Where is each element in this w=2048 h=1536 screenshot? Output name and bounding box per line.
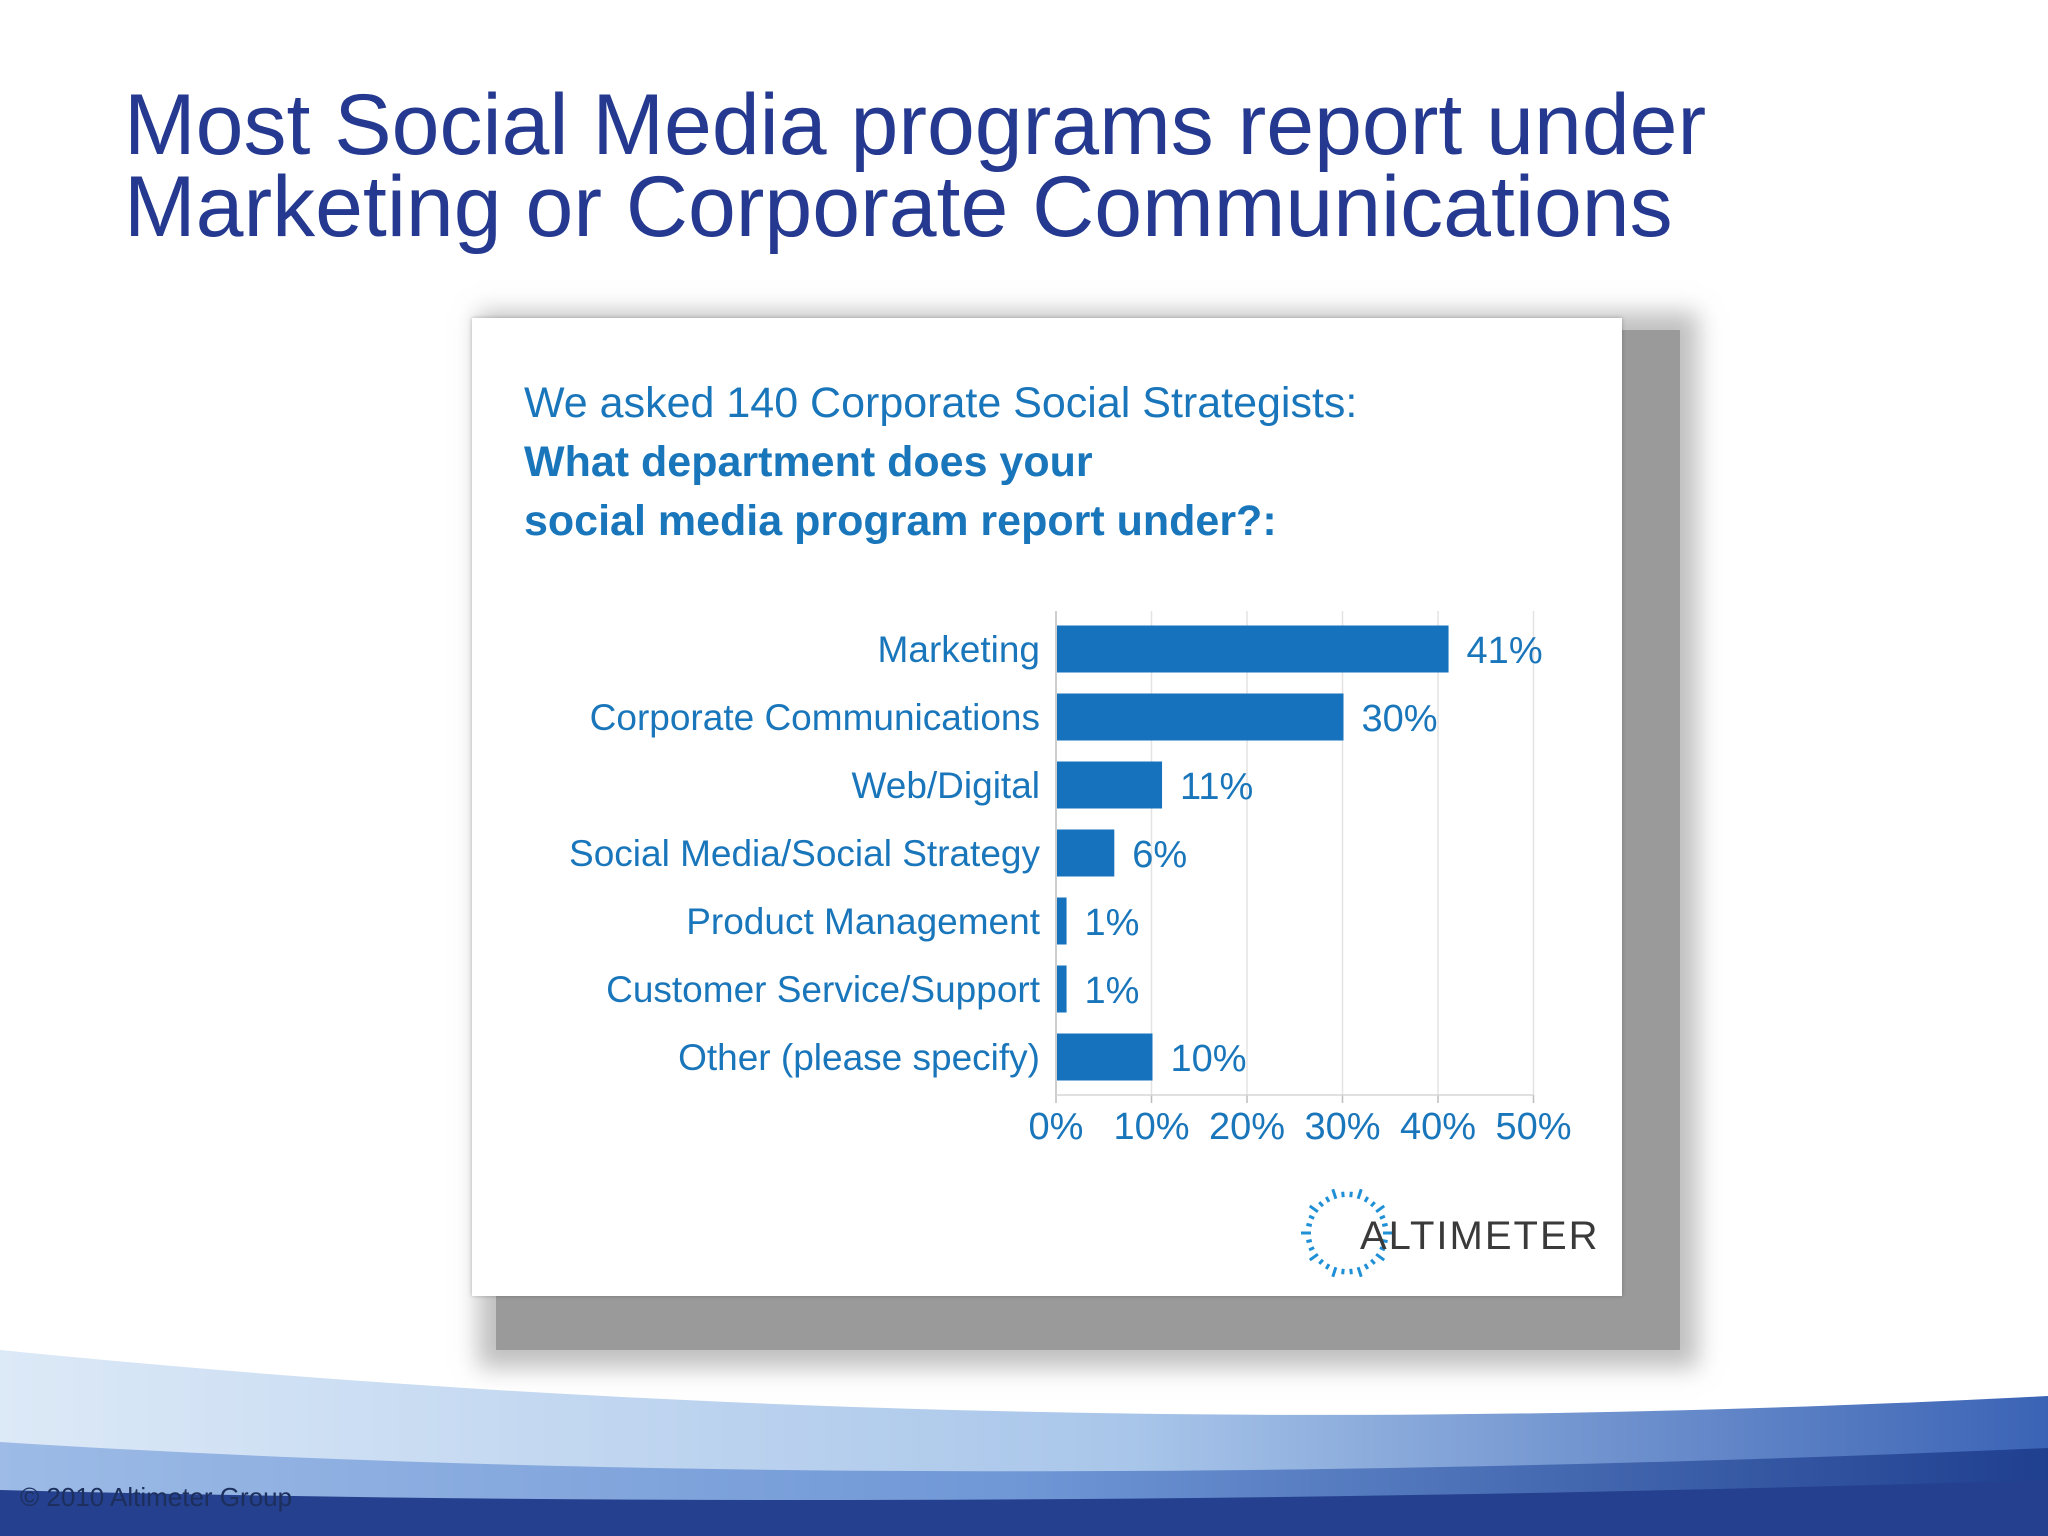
logo-ring-dash: [1331, 1188, 1338, 1200]
logo-ring-dash: [1306, 1222, 1313, 1227]
question-line-1: What department does your: [524, 438, 1093, 486]
logo-ring-dash: [1369, 1201, 1376, 1208]
value-label: 11%: [1180, 766, 1253, 808]
x-tick-label: 40%: [1400, 1106, 1476, 1148]
logo-ring-dash: [1356, 1266, 1363, 1278]
slide-title-line-2: Marketing or Corporate Communications: [124, 159, 1673, 255]
bar: [1057, 761, 1163, 809]
logo-ring-dash: [1324, 1196, 1331, 1203]
logo-ring-dash: [1356, 1188, 1363, 1200]
logo-text: ALTIMETER: [1360, 1214, 1600, 1258]
logo-ring-dash: [1306, 1239, 1313, 1244]
slide-title-line-1: Most Social Media programs report under: [124, 77, 1707, 173]
bar: [1057, 897, 1067, 945]
category-label: Other (please specify): [678, 1037, 1040, 1078]
value-label: 6%: [1132, 834, 1187, 876]
logo-ring-dash: [1308, 1246, 1315, 1252]
logo-ring-dash: [1324, 1263, 1331, 1270]
logo-ring-dash: [1381, 1239, 1388, 1244]
logo-ring-dash: [1381, 1222, 1388, 1227]
logo-ring-dash: [1379, 1246, 1386, 1252]
logo-ring-dash: [1318, 1258, 1325, 1265]
logo-ring-dash: [1308, 1252, 1319, 1262]
altimeter-logo: ALTIMETER: [1292, 1178, 1612, 1288]
bar: [1057, 965, 1067, 1013]
survey-question: We asked 140 Corporate Social Strategist…: [524, 374, 1584, 551]
logo-ring-dash: [1375, 1252, 1386, 1262]
logo-ring-dash: [1341, 1191, 1345, 1198]
logo-ring-dash: [1363, 1263, 1370, 1270]
x-tick-label: 30%: [1304, 1106, 1380, 1148]
bar: [1057, 1033, 1153, 1081]
logo-ring-dash: [1379, 1214, 1386, 1220]
chart-card: We asked 140 Corporate Social Strategist…: [472, 318, 1622, 1296]
logo-ring-dash: [1375, 1204, 1386, 1214]
value-label: 30%: [1362, 698, 1438, 740]
x-tick-label: 10%: [1113, 1106, 1189, 1148]
logo-ring-dash: [1363, 1196, 1370, 1203]
logo-ring-dash: [1308, 1204, 1319, 1214]
bar-chart: 0% 10% 20% 30% 40% 50% Marketing 41% Corporate C…: [569, 611, 1572, 1148]
category-label: Web/Digital: [851, 765, 1040, 806]
category-label: Marketing: [878, 629, 1040, 670]
category-label: Product Management: [686, 901, 1040, 942]
bar: [1057, 693, 1344, 741]
question-intro: We asked 140 Corporate Social Strategist…: [524, 379, 1358, 427]
logo-ring-dash: [1331, 1266, 1338, 1278]
slide-title: Most Social Media programs report under …: [124, 77, 1984, 255]
logo-ring-dash: [1318, 1201, 1325, 1208]
logo-ring-dash: [1308, 1214, 1315, 1220]
value-label: 41%: [1467, 630, 1543, 672]
altimeter-ring-icon: [1301, 1188, 1393, 1278]
bar: [1057, 829, 1115, 877]
category-label: Customer Service/Support: [606, 969, 1041, 1010]
x-tick-label: 20%: [1209, 1106, 1285, 1148]
x-tick-label: 0%: [1029, 1106, 1084, 1148]
value-label: 1%: [1085, 902, 1140, 944]
copyright-text: © 2010 Altimeter Group: [20, 1482, 293, 1512]
logo-ring-dash: [1349, 1191, 1353, 1198]
logo-ring-dash: [1369, 1258, 1376, 1265]
bar: [1057, 625, 1449, 673]
category-label: Social Media/Social Strategy: [569, 833, 1040, 874]
value-label: 10%: [1171, 1038, 1247, 1080]
category-label: Corporate Communications: [590, 697, 1040, 738]
value-label: 1%: [1085, 970, 1140, 1012]
logo-ring-dash: [1341, 1268, 1345, 1275]
footer-wave: [0, 1350, 2048, 1536]
x-tick-label: 50%: [1495, 1106, 1571, 1148]
logo-ring-dash: [1349, 1268, 1353, 1275]
question-line-2: social media program report under?:: [524, 497, 1277, 545]
